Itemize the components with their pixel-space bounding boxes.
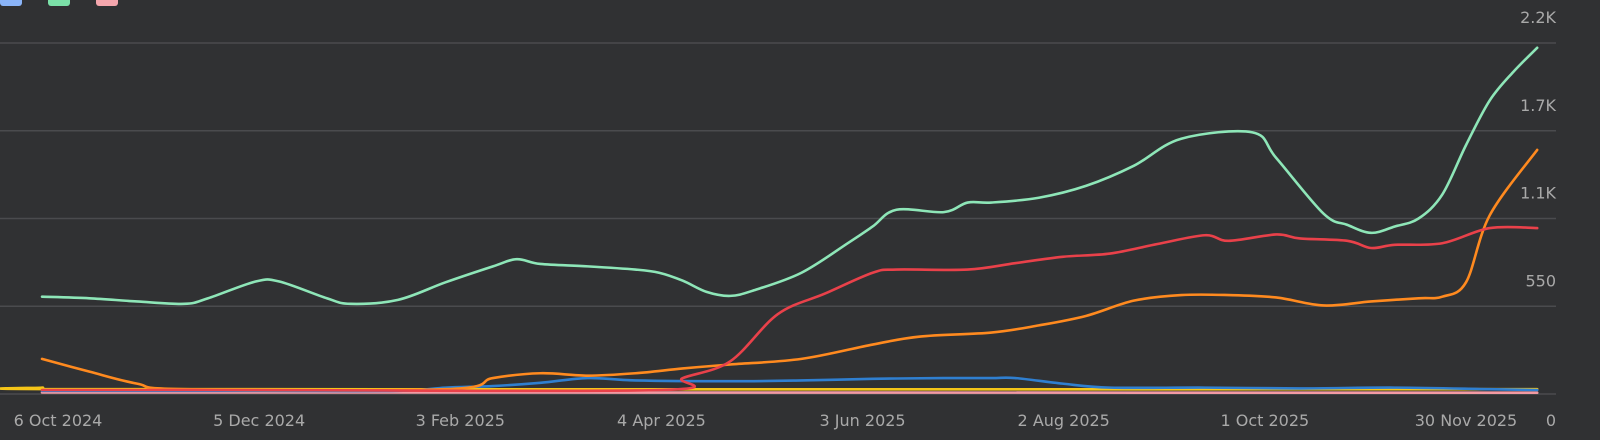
x-tick-label: 30 Nov 2025 [1415,411,1517,430]
x-tick-label: 3 Feb 2025 [416,411,505,430]
y-axis: 0 550 1.1K 1.7K 2.2K [1520,8,1556,430]
legend-item-2[interactable] [48,0,78,6]
legend-item-1[interactable] [0,0,30,6]
x-tick-label: 6 Oct 2024 [14,411,103,430]
chart-legend [0,0,126,9]
series-line-0[interactable] [40,46,1539,306]
y-tick-label: 0 [1546,411,1556,430]
x-tick-label: 1 Oct 2025 [1220,411,1309,430]
legend-swatch-pink [96,0,118,6]
y-tick-label: 550 [1525,271,1556,290]
y-tick-label: 1.1K [1520,184,1556,203]
x-tick-label: 3 Jun 2025 [820,411,906,430]
series-line-2[interactable] [40,148,1539,392]
x-tick-label: 4 Apr 2025 [617,411,706,430]
legend-swatch-green [48,0,70,6]
gridlines [0,42,1556,395]
legend-swatch-blue [0,0,22,6]
y-tick-label: 1.7K [1520,96,1556,115]
x-axis: 6 Oct 2024 5 Dec 2024 3 Feb 2025 4 Apr 2025… [14,411,1518,430]
series-line-1[interactable] [40,225,1539,393]
legend-item-3[interactable] [96,0,126,6]
x-tick-label: 2 Aug 2025 [1018,411,1110,430]
x-tick-label: 5 Dec 2024 [213,411,305,430]
series-layer [0,46,1539,395]
y-tick-label: 2.2K [1520,8,1556,27]
